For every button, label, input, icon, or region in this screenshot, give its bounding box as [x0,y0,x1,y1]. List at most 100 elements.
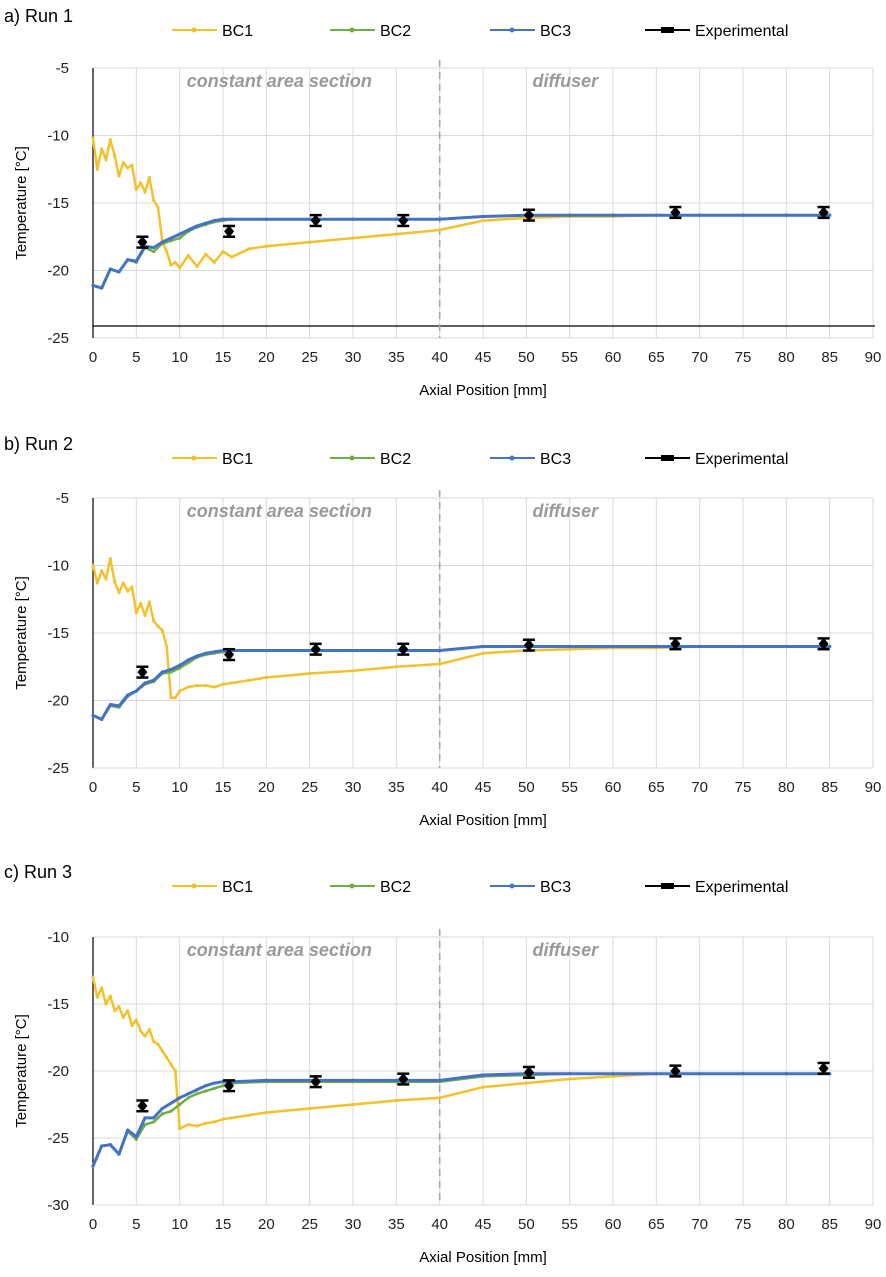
data-point [134,689,138,693]
legend-label: BC3 [540,451,571,468]
legend-swatch-marker [509,883,515,889]
data-point [195,684,199,688]
experimental-marker [398,1073,409,1086]
data-point [394,1078,398,1082]
chart-panel-3: c) Run 3 BC1 BC2 BC3 Experimental constant ar… [4,862,881,1266]
experimental-point [397,213,410,228]
data-point [212,685,216,689]
experimental-marker [137,666,148,679]
x-tick-label: 90 [865,349,882,366]
experimental-point [223,224,236,238]
experimental-point [522,1065,535,1079]
data-point [212,260,216,264]
data-point [351,236,355,240]
data-point [108,557,112,561]
data-point [160,670,164,674]
data-point [178,1127,182,1131]
data-point [828,644,832,649]
data-point [100,1144,104,1148]
y-tick-label: -5 [56,60,69,77]
y-tick-label: -25 [47,760,69,777]
data-point [91,975,95,979]
legend-item-bc3: BC3 [490,879,571,896]
data-point [152,1039,156,1044]
data-point [160,1049,164,1053]
legend-swatch-marker [661,27,674,33]
data-point [134,1018,138,1022]
data-point [143,1116,147,1120]
data-point [568,1072,572,1076]
panel-label: a) Run 1 [4,6,73,26]
x-tick-label: 35 [388,1216,405,1233]
legend-label: BC1 [222,23,253,40]
data-point [308,240,312,244]
data-point [741,644,745,649]
y-tick-label: -15 [47,625,69,642]
experimental-point [669,205,682,220]
data-point [143,1123,147,1127]
data-point [100,147,104,151]
data-point [698,644,702,649]
data-point [117,590,121,595]
data-point [481,1073,485,1077]
data-point [134,1135,138,1139]
series-line [91,976,830,1130]
data-point [152,619,156,623]
data-point [394,217,398,221]
legend-label: BC1 [222,879,253,896]
experimental-point [669,1064,682,1078]
x-tick-label: 90 [865,779,882,796]
data-point [100,717,104,722]
data-point [169,667,173,672]
data-point [654,1072,658,1076]
series-bc2 [91,644,832,722]
x-tick-label: 70 [691,349,708,366]
data-point [186,685,190,689]
data-point [126,1128,130,1132]
data-point [104,1002,108,1006]
data-point [568,1077,572,1081]
legend-swatch-marker [661,883,674,889]
x-tick-label: 55 [561,779,578,796]
x-tick-label: 55 [561,349,578,366]
data-point [698,1072,702,1076]
data-point [156,205,160,209]
data-point [152,1116,156,1120]
data-point [147,175,151,179]
y-tick-label: -15 [47,195,69,212]
data-point [264,1110,268,1115]
x-tick-label: 90 [865,1216,882,1233]
x-tick-label: 15 [215,349,232,366]
data-point [173,260,177,264]
x-axis-title: Axial Position [mm] [419,382,547,399]
data-point [108,267,112,271]
x-tick-label: 10 [171,349,188,366]
data-point [117,1005,121,1009]
data-point [204,1084,208,1088]
data-point [204,252,208,256]
data-point [169,1101,173,1105]
legend-label: Experimental [695,451,788,468]
data-point [134,259,138,263]
data-point [152,250,156,254]
x-tick-label: 20 [258,349,275,366]
x-tick-label: 15 [215,779,232,796]
experimental-marker [137,1099,148,1112]
data-point [524,1081,528,1085]
x-tick-label: 0 [89,779,97,796]
data-point [195,654,199,658]
x-tick-label: 50 [518,779,535,796]
x-tick-label: 5 [132,1216,140,1233]
data-point [221,1084,225,1088]
data-point [230,681,234,685]
experimental-marker [523,1066,534,1079]
experimental-marker [670,1065,681,1077]
y-tick-label: -20 [47,1063,69,1080]
x-tick-label: 20 [258,779,275,796]
data-point [113,580,117,584]
data-point [126,589,130,593]
x-tick-label: 50 [518,1216,535,1233]
experimental-marker [398,214,409,227]
x-tick-label: 40 [431,779,448,796]
